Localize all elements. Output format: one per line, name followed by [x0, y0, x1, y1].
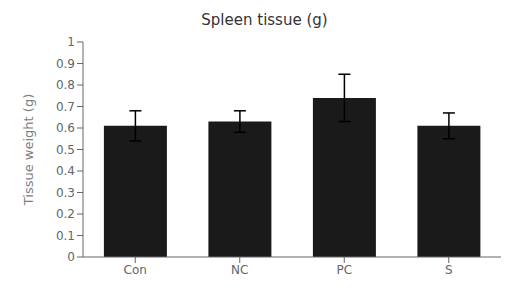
svg-text:Con: Con — [124, 263, 147, 277]
svg-text:0.8: 0.8 — [56, 78, 75, 92]
svg-text:PC: PC — [336, 263, 352, 277]
svg-text:0.9: 0.9 — [56, 57, 75, 71]
svg-text:0.6: 0.6 — [56, 121, 75, 135]
svg-text:0.2: 0.2 — [56, 207, 75, 221]
svg-text:1: 1 — [67, 35, 75, 49]
svg-text:0: 0 — [67, 250, 75, 264]
svg-text:0.5: 0.5 — [56, 143, 75, 157]
svg-text:0.1: 0.1 — [56, 229, 75, 243]
svg-text:0.7: 0.7 — [56, 100, 75, 114]
svg-text:0.4: 0.4 — [56, 164, 75, 178]
html-text:Spleen tissue (g): Spleen tissue (g) — [201, 11, 328, 29]
svg-text:Tissue weight (g): Tissue weight (g) — [21, 94, 36, 206]
svg-text:0.3: 0.3 — [56, 186, 75, 200]
svg-text:NC: NC — [231, 263, 248, 277]
svg-text:S: S — [445, 263, 453, 277]
